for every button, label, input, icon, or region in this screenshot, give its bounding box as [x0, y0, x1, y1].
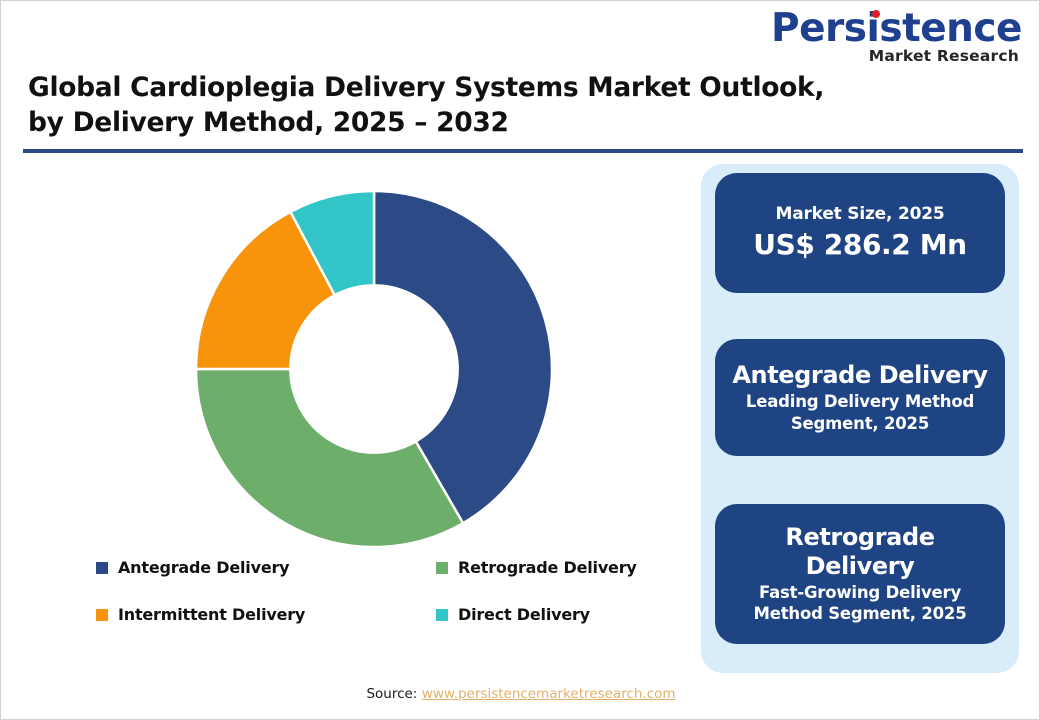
page-title-line-2: by Delivery Method, 2025 – 2032 — [28, 106, 509, 138]
brand-logo: Persistence Market Research — [771, 6, 1023, 65]
donut-slice[interactable] — [194, 367, 465, 549]
donut-slice[interactable] — [288, 189, 376, 297]
legend-item-label: Retrograde Delivery — [458, 558, 637, 577]
legend-swatch-icon — [96, 608, 108, 621]
legend-item-retrograde-delivery[interactable]: Retrograde Delivery — [436, 558, 666, 577]
brand-logo-wordmark: Persistence — [771, 6, 1023, 51]
leading-segment-caption-line-1: Leading Delivery Method — [745, 392, 975, 412]
chart-legend: Antegrade Delivery Retrograde Delivery I… — [96, 558, 666, 624]
leading-segment-name: Antegrade Delivery — [732, 360, 988, 389]
leading-segment-caption-line-2: Segment, 2025 — [790, 413, 930, 433]
source-link[interactable]: www.persistencemarketresearch.com — [421, 686, 676, 702]
highlight-card-fastest-growing-segment: Retrograde Delivery Fast-Growing Deliver… — [715, 504, 1005, 644]
donut-chart — [31, 166, 681, 566]
legend-item-label: Intermittent Delivery — [118, 605, 306, 624]
legend-swatch-icon — [96, 561, 108, 574]
fastest-segment-caption-line-2: Method Segment, 2025 — [753, 604, 967, 624]
donut-chart-svg — [194, 189, 554, 549]
legend-item-direct-delivery[interactable]: Direct Delivery — [436, 605, 666, 624]
source-footer: Source: www.persistencemarketresearch.co… — [1, 685, 1039, 703]
legend-item-antegrade-delivery[interactable]: Antegrade Delivery — [96, 558, 436, 577]
legend-swatch-icon — [436, 608, 448, 621]
legend-item-intermittent-delivery[interactable]: Intermittent Delivery — [96, 605, 436, 624]
legend-item-label: Direct Delivery — [458, 605, 590, 624]
brand-logo-dot-icon — [872, 10, 880, 18]
highlight-card-leading-segment: Antegrade Delivery Leading Delivery Meth… — [715, 339, 1005, 456]
fastest-segment-name-line-2: Delivery — [805, 551, 915, 580]
market-size-label: Market Size, 2025 — [775, 203, 945, 224]
brand-logo-tagline: Market Research — [868, 47, 1019, 65]
highlights-panel: Market Size, 2025 US$ 286.2 Mn Antegrade… — [701, 164, 1019, 673]
fastest-segment-name-line-1: Retrograde — [785, 523, 935, 552]
fastest-segment-caption-line-1: Fast-Growing Delivery — [758, 582, 962, 602]
highlight-card-market-size: Market Size, 2025 US$ 286.2 Mn — [715, 173, 1005, 293]
legend-swatch-icon — [436, 561, 448, 574]
market-size-value: US$ 286.2 Mn — [753, 228, 967, 262]
legend-item-label: Antegrade Delivery — [118, 558, 290, 577]
title-divider — [23, 149, 1023, 153]
donut-slice[interactable] — [194, 210, 337, 371]
donut-slice-group — [194, 189, 554, 549]
donut-slice[interactable] — [372, 189, 554, 525]
page-title: Global Cardioplegia Delivery Systems Mar… — [28, 71, 888, 141]
source-label: Source: — [366, 686, 418, 702]
page-title-line-1: Global Cardioplegia Delivery Systems Mar… — [28, 72, 825, 103]
